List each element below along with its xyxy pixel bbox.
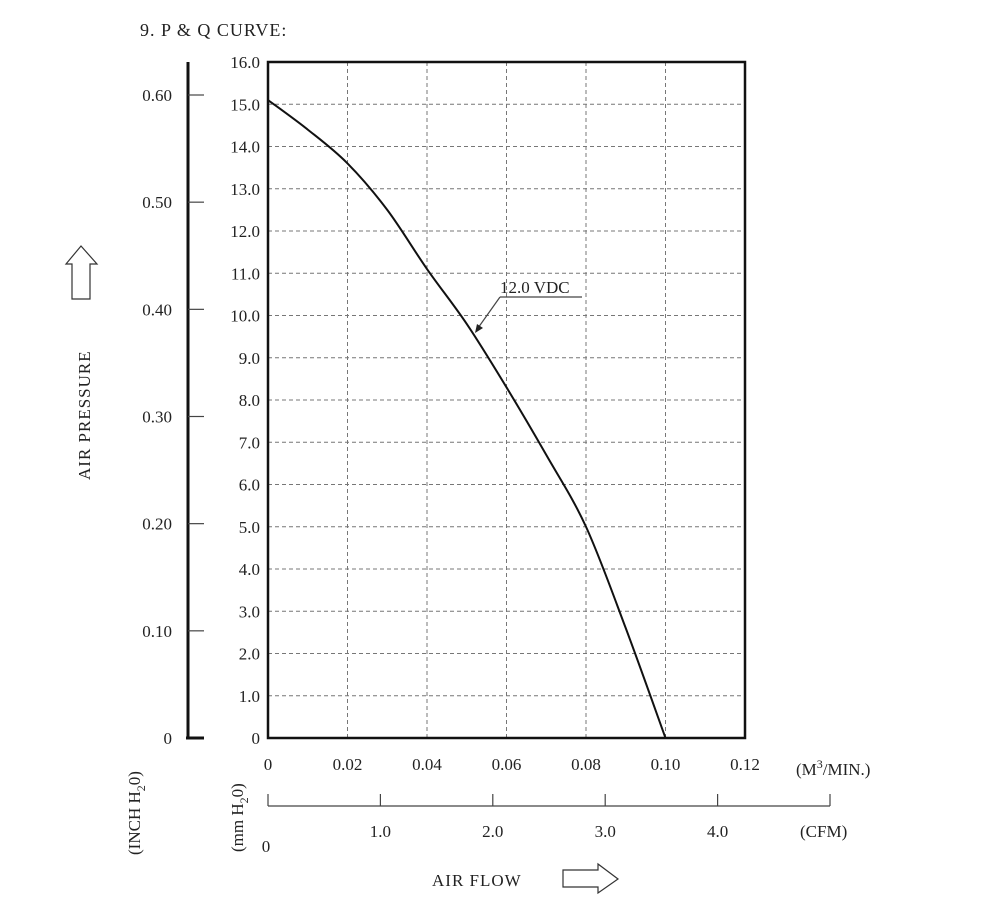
- x-tick-label: 0.06: [492, 755, 522, 774]
- y-tick-label: 8.0: [239, 391, 260, 410]
- y-tick-label: 16.0: [230, 53, 260, 72]
- x-tick-label: 0.12: [730, 755, 760, 774]
- y-tick-label: 4.0: [239, 560, 260, 579]
- up-arrow-icon: [64, 245, 99, 300]
- x-tick-label: 0: [264, 755, 273, 774]
- y-tick-label: 3.0: [239, 602, 260, 621]
- y-tick-label: 15.0: [230, 95, 260, 114]
- y-axis-mm-ticks: 0 1.0 2.0 3.0 4.0 5.0 6.0 7.0 8.0 9.0 10.0 11.0 12.0…: [230, 53, 260, 748]
- y2-tick-label: 0.20: [142, 515, 172, 534]
- y-tick-label: 12.0: [230, 222, 260, 241]
- y-tick-label: 14.0: [230, 138, 260, 157]
- x-axis-cfm: 0 1.0 2.0 3.0 4.0: [262, 794, 831, 856]
- y-axis-label: AIR PRESSURE: [75, 350, 94, 480]
- x2-tick-label: 2.0: [482, 822, 503, 841]
- y-tick-label: 13.0: [230, 180, 260, 199]
- x-tick-label: 0.02: [333, 755, 363, 774]
- right-arrow-icon: [562, 862, 620, 895]
- y2-tick-label: 0.10: [142, 622, 172, 641]
- y2-tick-label: 0.30: [142, 408, 172, 427]
- grid-lines: [268, 62, 745, 738]
- series-line-12vdc: [267, 99, 667, 739]
- plot-frame: [266, 60, 747, 740]
- x2-tick-label: 4.0: [707, 822, 728, 841]
- y-tick-label: 9.0: [239, 349, 260, 368]
- y-tick-label: 1.0: [239, 687, 260, 706]
- y-tick-label: 5.0: [239, 518, 260, 537]
- x-axis-m3-ticks: 0 0.02 0.04 0.06 0.08 0.10 0.12: [264, 755, 760, 774]
- x-tick-label: 0.04: [412, 755, 442, 774]
- x2-tick-label: 0: [262, 837, 271, 856]
- x-unit-cfm: (CFM): [800, 822, 847, 841]
- y-tick-label: 2.0: [239, 645, 260, 664]
- y-tick-label: 0: [252, 729, 261, 748]
- x-tick-label: 0.10: [651, 755, 681, 774]
- y2-tick-label: 0: [164, 729, 173, 748]
- y-tick-label: 11.0: [231, 264, 260, 283]
- y-unit-mm: (mm H20): [228, 783, 251, 852]
- series-label-12vdc: 12.0 VDC: [500, 278, 570, 297]
- y-tick-label: 7.0: [239, 433, 260, 452]
- x-unit-m3: (M3/MIN.): [796, 757, 870, 779]
- x-tick-label: 0.08: [571, 755, 601, 774]
- y2-tick-label: 0.60: [142, 86, 172, 105]
- series-annotation: 12.0 VDC: [475, 278, 582, 333]
- x2-tick-label: 3.0: [595, 822, 616, 841]
- chart-title: 9. P & Q CURVE:: [140, 20, 287, 40]
- y-unit-inch: (INCH H20): [125, 771, 148, 855]
- x-axis-label: AIR FLOW: [432, 871, 522, 890]
- y2-tick-label: 0.40: [142, 300, 172, 319]
- y-axis-inch: 0 0.10 0.20 0.30 0.40 0.50 0.60: [142, 62, 204, 748]
- y2-tick-label: 0.50: [142, 193, 172, 212]
- y-tick-label: 10.0: [230, 307, 260, 326]
- x2-tick-label: 1.0: [370, 822, 391, 841]
- y-tick-label: 6.0: [239, 476, 260, 495]
